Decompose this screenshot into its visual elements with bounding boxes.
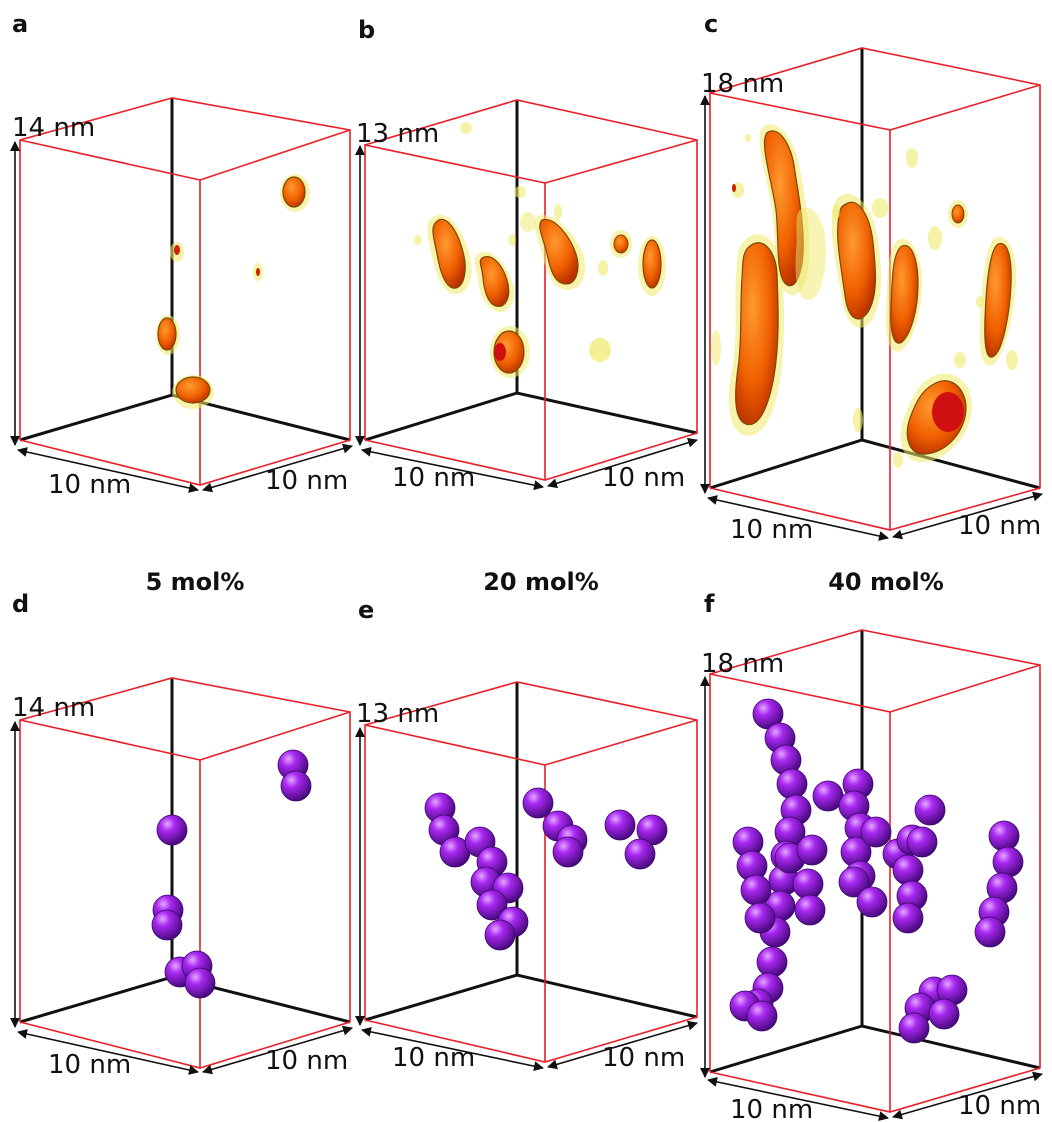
width-label-f: 10 nm xyxy=(730,1095,813,1122)
caption-40-mol: 40 mol% xyxy=(828,568,944,596)
dimension-arrows-c xyxy=(700,95,1043,541)
bead xyxy=(974,916,1006,948)
panel-label-e: e xyxy=(358,596,374,624)
panel-label-b: b xyxy=(358,16,375,44)
height-label-a: 14 nm xyxy=(12,113,95,143)
bead xyxy=(992,846,1024,878)
bead xyxy=(796,834,828,866)
bead xyxy=(892,854,924,886)
width-label-c: 10 nm xyxy=(730,515,813,545)
caption-20-mol: 20 mol% xyxy=(483,568,599,596)
simulation-box-a xyxy=(19,97,351,486)
bead xyxy=(552,836,584,868)
bead xyxy=(812,780,844,812)
bead xyxy=(184,967,216,999)
bead xyxy=(776,768,808,800)
bead xyxy=(522,787,554,819)
bead xyxy=(988,820,1020,852)
width-label-b: 10 nm xyxy=(392,463,475,493)
width-label-e: 10 nm xyxy=(392,1043,475,1073)
depth-label-a: 10 nm xyxy=(265,466,348,496)
bead xyxy=(856,886,888,918)
panel-label-a: a xyxy=(12,10,28,38)
caption-5-mol: 5 mol% xyxy=(146,568,245,596)
panel-d: d 14 nm 10 nm 10 nm xyxy=(10,590,353,1080)
bead xyxy=(756,946,788,978)
panel-e: e 13 nm 10 nm 10 nm xyxy=(355,596,698,1073)
bead xyxy=(604,809,636,841)
bead xyxy=(476,889,508,921)
depth-label-d: 10 nm xyxy=(265,1046,348,1076)
bead xyxy=(860,816,892,848)
bead xyxy=(928,998,960,1030)
bead xyxy=(740,874,772,906)
bead xyxy=(792,868,824,900)
beads-d xyxy=(151,749,312,999)
bead xyxy=(914,794,946,826)
height-label-f: 18 nm xyxy=(701,649,784,679)
dimension-arrows-b xyxy=(355,145,698,491)
isosurfaces-c xyxy=(711,124,1018,468)
simulation-box-d xyxy=(19,677,351,1069)
height-label-e: 13 nm xyxy=(356,699,439,729)
height-label-b: 13 nm xyxy=(356,119,439,149)
bead xyxy=(624,838,656,870)
panel-label-c: c xyxy=(704,10,718,38)
bead xyxy=(794,894,826,926)
panel-label-d: d xyxy=(12,590,29,618)
bead xyxy=(892,902,924,934)
panel-b: b xyxy=(355,16,698,493)
dimension-arrows-f xyxy=(700,676,1043,1122)
panel-a: a 14 nm 10 nm 10 nm xyxy=(10,10,353,500)
width-label-d: 10 nm xyxy=(48,1050,131,1080)
panel-c: c xyxy=(700,10,1043,545)
dimension-arrows-d xyxy=(10,721,353,1075)
bead xyxy=(280,770,312,802)
bead xyxy=(484,919,516,951)
depth-label-f: 10 nm xyxy=(958,1091,1041,1121)
bead xyxy=(744,902,776,934)
simulation-box-e xyxy=(364,681,698,1063)
height-label-c: 18 nm xyxy=(701,69,784,99)
panel-f: f 18 nm 10 nm 10 nm xyxy=(700,590,1043,1122)
dimension-arrows-a xyxy=(10,141,353,493)
isosurfaces-b xyxy=(414,122,666,378)
isosurfaces-a xyxy=(156,174,310,409)
bead xyxy=(906,826,938,858)
bead xyxy=(151,909,183,941)
height-label-d: 14 nm xyxy=(12,693,95,723)
depth-label-b: 10 nm xyxy=(602,463,685,493)
depth-label-c: 10 nm xyxy=(958,511,1041,541)
depth-label-e: 10 nm xyxy=(602,1043,685,1073)
dimension-arrows-e xyxy=(355,727,698,1072)
bead xyxy=(746,1000,778,1032)
simulation-box-f xyxy=(709,629,1041,1113)
beads-f xyxy=(729,698,1024,1044)
bead xyxy=(156,814,188,846)
width-label-a: 10 nm xyxy=(48,470,131,500)
panel-label-f: f xyxy=(704,590,715,618)
beads-e xyxy=(424,787,668,951)
bead xyxy=(838,866,870,898)
bead xyxy=(898,1012,930,1044)
